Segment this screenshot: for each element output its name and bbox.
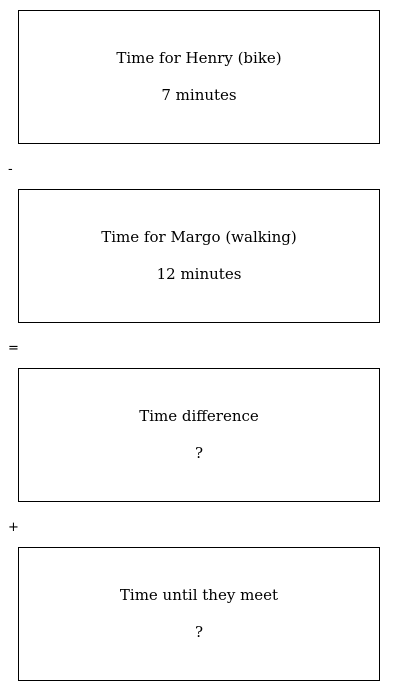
time-difference-box: Time difference ? [18,368,380,502]
time-until-meet-box: Time until they meet ? [18,547,380,681]
box-label: Time for Margo (walking) [101,228,297,246]
box-label: Time for Henry (bike) [116,49,282,67]
box-value: 7 minutes [161,86,237,104]
plus-operator: + [8,520,19,535]
henry-bike-time-box: Time for Henry (bike) 7 minutes [18,10,380,144]
box-value: 12 minutes [156,265,242,283]
box-label: Time difference [139,407,259,425]
minus-operator: - [8,162,13,177]
box-label: Time until they meet [119,586,279,604]
box-value: ? [194,444,204,462]
margo-walking-time-box: Time for Margo (walking) 12 minutes [18,189,380,323]
box-value: ? [194,623,204,641]
equals-operator: = [8,341,19,356]
